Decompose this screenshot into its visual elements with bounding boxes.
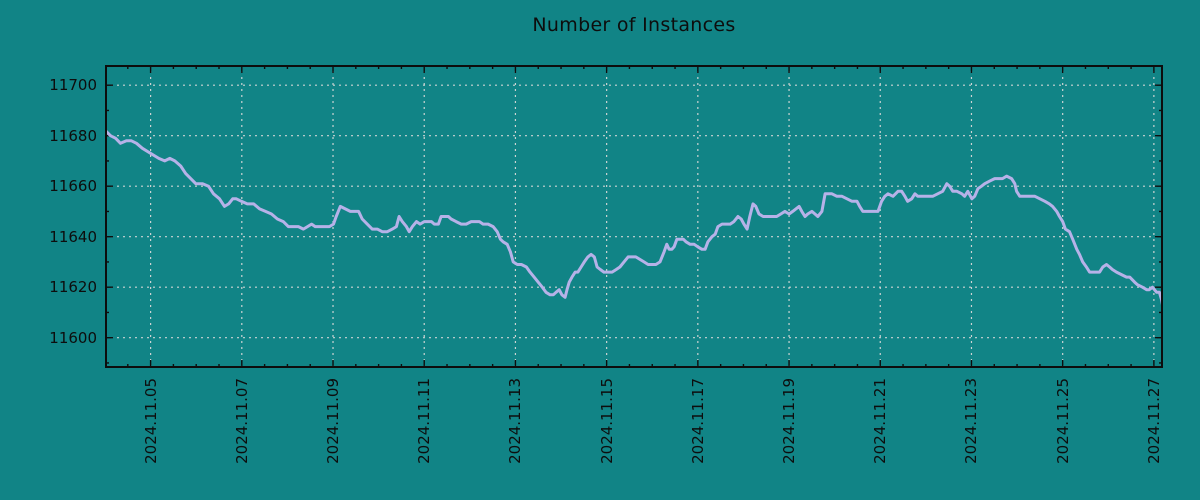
x-tick-label: 2024.11.13 <box>506 378 525 464</box>
x-tick-label: 2024.11.21 <box>871 378 890 464</box>
x-tick-label: 2024.11.19 <box>780 378 799 464</box>
x-tick-label: 2024.11.07 <box>232 378 251 464</box>
y-tick-label: 11680 <box>49 126 97 145</box>
data-series-line <box>105 129 1163 307</box>
y-tick-label: 11700 <box>49 76 97 95</box>
plot-border <box>105 65 1163 368</box>
x-tick-label: 2024.11.11 <box>415 378 434 464</box>
y-tick-label: 11600 <box>49 328 97 347</box>
x-tick-label: 2024.11.17 <box>688 378 707 464</box>
x-tick-label: 2024.11.23 <box>962 378 981 464</box>
x-tick-label: 2024.11.27 <box>1144 378 1163 464</box>
x-tick-label: 2024.11.09 <box>324 378 343 464</box>
y-tick-label: 11640 <box>49 227 97 246</box>
plot-area <box>105 65 1163 368</box>
y-tick-label: 11660 <box>49 177 97 196</box>
y-tick-label: 11620 <box>49 278 97 297</box>
x-tick-label: 2024.11.05 <box>141 378 160 464</box>
chart-title: Number of Instances <box>532 14 736 36</box>
x-tick-label: 2024.11.25 <box>1053 378 1072 464</box>
x-tick-label: 2024.11.15 <box>597 378 616 464</box>
